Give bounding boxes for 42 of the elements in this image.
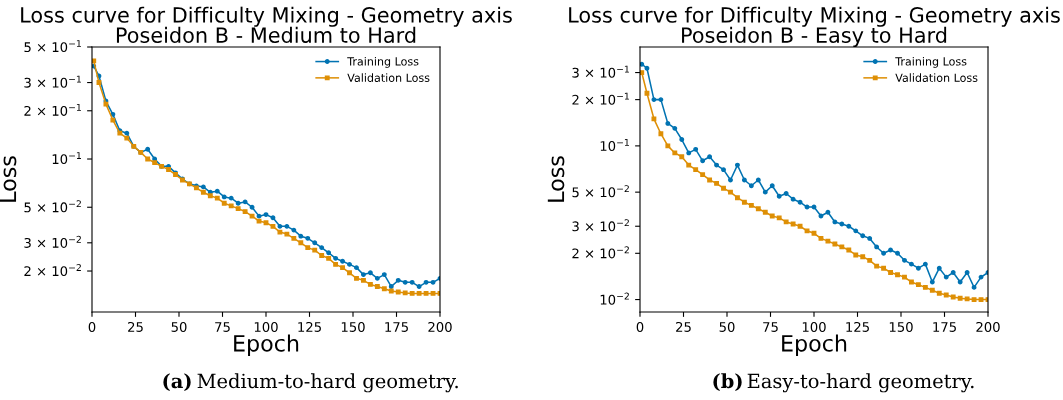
text: (a) Medium-to-hard geometry.: [163, 373, 458, 393]
x-tick-label: 150: [889, 321, 913, 332]
x-tick-label: 25: [676, 321, 691, 332]
y-tick-label: 2 × 10$^{−2}$: [572, 246, 629, 259]
x-tick-label: 25: [128, 321, 143, 332]
x-tick-label: 175: [933, 322, 956, 332]
x-tick-label: 200: [428, 321, 452, 332]
x-tick-label: 150: [341, 321, 365, 332]
x-tick-label: 100: [254, 321, 278, 332]
x-axis-title: Epoch: [234, 334, 299, 356]
x-tick-label: 100: [802, 321, 826, 332]
x-tick-label: 50: [719, 321, 735, 332]
y-tick-label: 3 × 10$^{−1}$: [572, 65, 629, 78]
y-tick-label: 5 × 10$^{−2}$: [24, 200, 81, 213]
legend-label: Training Loss: [895, 57, 967, 68]
y-tick-label: 2 × 10$^{−2}$: [24, 264, 81, 277]
x-tick-label: 125: [298, 321, 321, 332]
y-tick-label: 3 × 10$^{−1}$: [24, 75, 81, 88]
x-tick-label: 75: [215, 322, 230, 332]
x-axis-title: Epoch: [782, 334, 847, 356]
y-tick-label: 10$^{−1}$: [52, 152, 81, 165]
legend-label: Validation Loss: [347, 73, 430, 82]
y-tick-label: 2 × 10$^{−1}$: [572, 92, 629, 105]
y-axis-title: Loss: [0, 156, 17, 202]
chart-title: Loss curve for Difficulty Mixing - Geometry axis Poseidon B - Easy to Hard: [569, 6, 1060, 47]
x-tick-label: 0: [88, 321, 96, 332]
x-tick-label: 125: [846, 321, 869, 332]
x-tick-label: 200: [976, 321, 1000, 332]
x-tick-label: 75: [763, 322, 778, 332]
text: (b) Easy-to-hard geometry.: [713, 373, 974, 393]
y-tick-label: 10$^{−1}$: [600, 139, 629, 151]
x-tick-label: 175: [385, 322, 408, 332]
y-tick-label: 5 × 10$^{−2}$: [572, 185, 629, 198]
y-tick-label: 2 × 10$^{−1}$: [24, 103, 81, 116]
x-tick-label: 50: [171, 321, 187, 332]
y-axis-title: Loss: [547, 156, 565, 202]
y-tick-label: 3 × 10$^{−2}$: [24, 235, 81, 248]
y-tick-label: 10$^{−2}$: [600, 292, 629, 305]
legend-label: Validation Loss: [895, 73, 978, 82]
legend-label: Training Loss: [347, 57, 419, 68]
y-tick-label: 3 × 10$^{−2}$: [572, 219, 629, 232]
x-tick-label: 0: [636, 321, 644, 332]
